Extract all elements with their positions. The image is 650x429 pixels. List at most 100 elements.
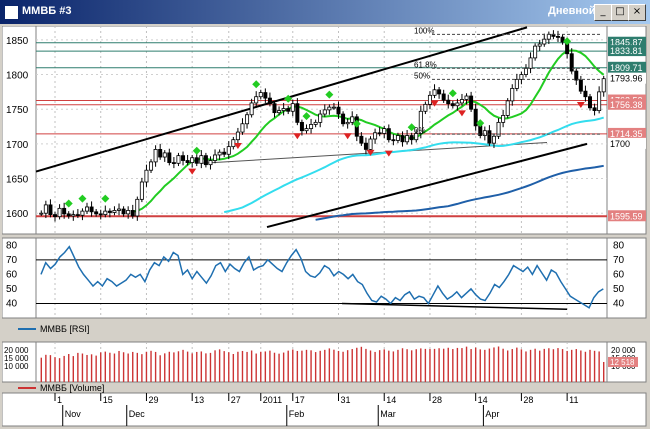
candle xyxy=(382,128,387,134)
up-fractal-marker xyxy=(325,90,334,99)
trendline-lower xyxy=(266,142,588,229)
up-fractal-marker xyxy=(476,119,485,128)
candle xyxy=(213,154,218,161)
close-button[interactable]: × xyxy=(628,4,646,21)
candle xyxy=(263,92,268,99)
candle xyxy=(117,208,122,211)
maximize-button[interactable]: □ xyxy=(611,4,629,21)
rsi-panel-left-axis xyxy=(2,237,37,319)
candle xyxy=(519,74,524,80)
candle xyxy=(578,79,583,92)
time-tick-label: 28 xyxy=(432,395,442,405)
candle xyxy=(514,78,519,89)
candle xyxy=(537,43,542,47)
up-fractal-marker xyxy=(252,80,261,89)
level-label-bg xyxy=(608,127,646,139)
time-tick-label: 1 xyxy=(57,395,62,405)
candle xyxy=(66,213,71,217)
candle xyxy=(574,70,579,81)
candle xyxy=(254,96,259,104)
candle xyxy=(501,115,506,123)
time-tick-label: 13 xyxy=(194,395,204,405)
candle xyxy=(176,155,181,164)
up-fractal-marker xyxy=(284,94,293,103)
candle xyxy=(322,109,327,115)
up-fractal-marker xyxy=(64,199,73,208)
rsi-tick-label-left: 70 xyxy=(6,255,18,266)
level-label: 1833.81 xyxy=(610,46,643,56)
volume-last-label: 12 518 xyxy=(610,358,635,367)
level-label-bg xyxy=(608,61,646,73)
candle xyxy=(199,155,204,164)
time-tick-label: 15 xyxy=(103,395,113,405)
candle xyxy=(194,157,199,164)
candle xyxy=(546,33,551,40)
up-fractal-marker xyxy=(302,112,311,121)
candle xyxy=(309,124,314,130)
candle xyxy=(272,103,277,114)
candle xyxy=(43,204,48,214)
price-tick-label: 1850 xyxy=(6,36,29,47)
rsi-tick-label-left: 80 xyxy=(6,240,18,251)
candle xyxy=(423,103,428,112)
candle xyxy=(295,103,300,123)
price-panel xyxy=(35,26,608,235)
level-label-bg xyxy=(608,210,646,222)
candle xyxy=(290,103,295,112)
candle xyxy=(258,92,263,98)
candle xyxy=(139,181,144,200)
rsi-tick-label-left: 50 xyxy=(6,284,18,295)
candle xyxy=(267,97,272,105)
rsi-tick-label-left: 60 xyxy=(6,269,18,280)
candle xyxy=(533,45,538,59)
candle xyxy=(286,108,291,112)
candle xyxy=(80,210,85,216)
rsi-line xyxy=(40,245,604,309)
candle xyxy=(299,121,304,132)
ma-fast-line xyxy=(132,49,605,213)
candle xyxy=(400,135,405,143)
candle xyxy=(350,116,355,123)
time-tick-label: 14 xyxy=(386,395,396,405)
candle xyxy=(482,130,487,136)
candle xyxy=(368,138,373,150)
level-label: 1700 xyxy=(610,139,630,149)
candle xyxy=(190,157,195,163)
candle xyxy=(281,108,286,111)
up-fractal-marker xyxy=(407,123,416,132)
up-fractal-marker xyxy=(101,194,110,203)
title-bar[interactable]: ММВБ #3 Дневной _ □ × xyxy=(0,0,650,24)
rsi-tick-label-right: 60 xyxy=(613,269,625,280)
down-fractal-marker xyxy=(576,102,585,109)
down-fractal-marker xyxy=(457,110,466,117)
candle xyxy=(331,106,336,109)
time-axis xyxy=(2,392,647,427)
candle xyxy=(587,96,592,109)
candle xyxy=(313,121,318,125)
fib-label: 50% xyxy=(414,71,430,80)
candle xyxy=(505,100,510,116)
candle xyxy=(487,130,492,144)
time-tick-label: 17 xyxy=(295,395,305,405)
down-fractal-marker xyxy=(384,150,393,157)
candle xyxy=(71,214,76,217)
down-fractal-marker xyxy=(430,100,439,107)
rsi-panel-right-axis xyxy=(606,237,647,319)
fib-label: 100% xyxy=(414,26,434,35)
rsi-tick-label-right: 40 xyxy=(613,298,625,309)
volume-legend-label: ММВБ [Volume] xyxy=(40,383,104,393)
up-fractal-marker xyxy=(563,37,572,46)
candle xyxy=(473,108,478,127)
minimize-button[interactable]: _ xyxy=(594,4,612,21)
candle xyxy=(345,121,350,125)
up-fractal-marker xyxy=(78,194,87,203)
candle xyxy=(203,155,208,166)
candle xyxy=(217,151,222,156)
up-fractal-marker xyxy=(448,89,457,98)
candle xyxy=(601,78,606,93)
candle xyxy=(240,123,245,133)
price-tick-label: 1750 xyxy=(6,105,29,116)
candle xyxy=(89,206,94,213)
candle xyxy=(162,152,167,158)
candle xyxy=(75,214,80,216)
